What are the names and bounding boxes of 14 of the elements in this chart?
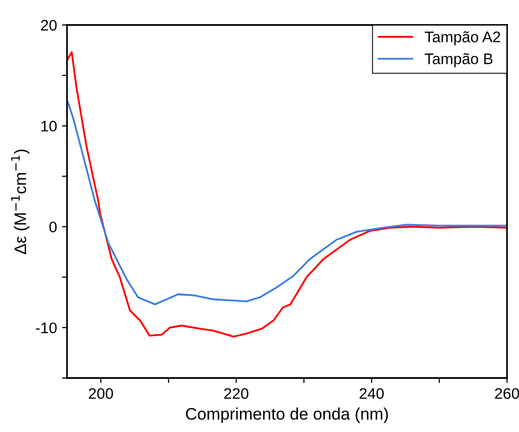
x-axis-title: Comprimento de onda (nm)	[186, 408, 388, 424]
legend-label: Tampão A2	[424, 31, 500, 46]
line-series	[67, 51, 507, 338]
y-tick-label: 0	[49, 222, 57, 232]
legend-label: Tampão B	[424, 53, 492, 68]
x-tick-label: 220	[224, 388, 248, 399]
x-tick-label: 200	[88, 388, 113, 399]
y-tick-label: 20	[41, 20, 57, 31]
x-tick-label: 240	[360, 388, 384, 399]
y-tick-label: -10	[36, 322, 57, 334]
y-axis-title: Δε (M$^{−1}$cm$^{−1}$)	[11, 150, 30, 254]
line-series	[67, 100, 507, 306]
y-tick-label: 10	[41, 120, 57, 132]
x-tick-label: 260	[495, 388, 519, 399]
